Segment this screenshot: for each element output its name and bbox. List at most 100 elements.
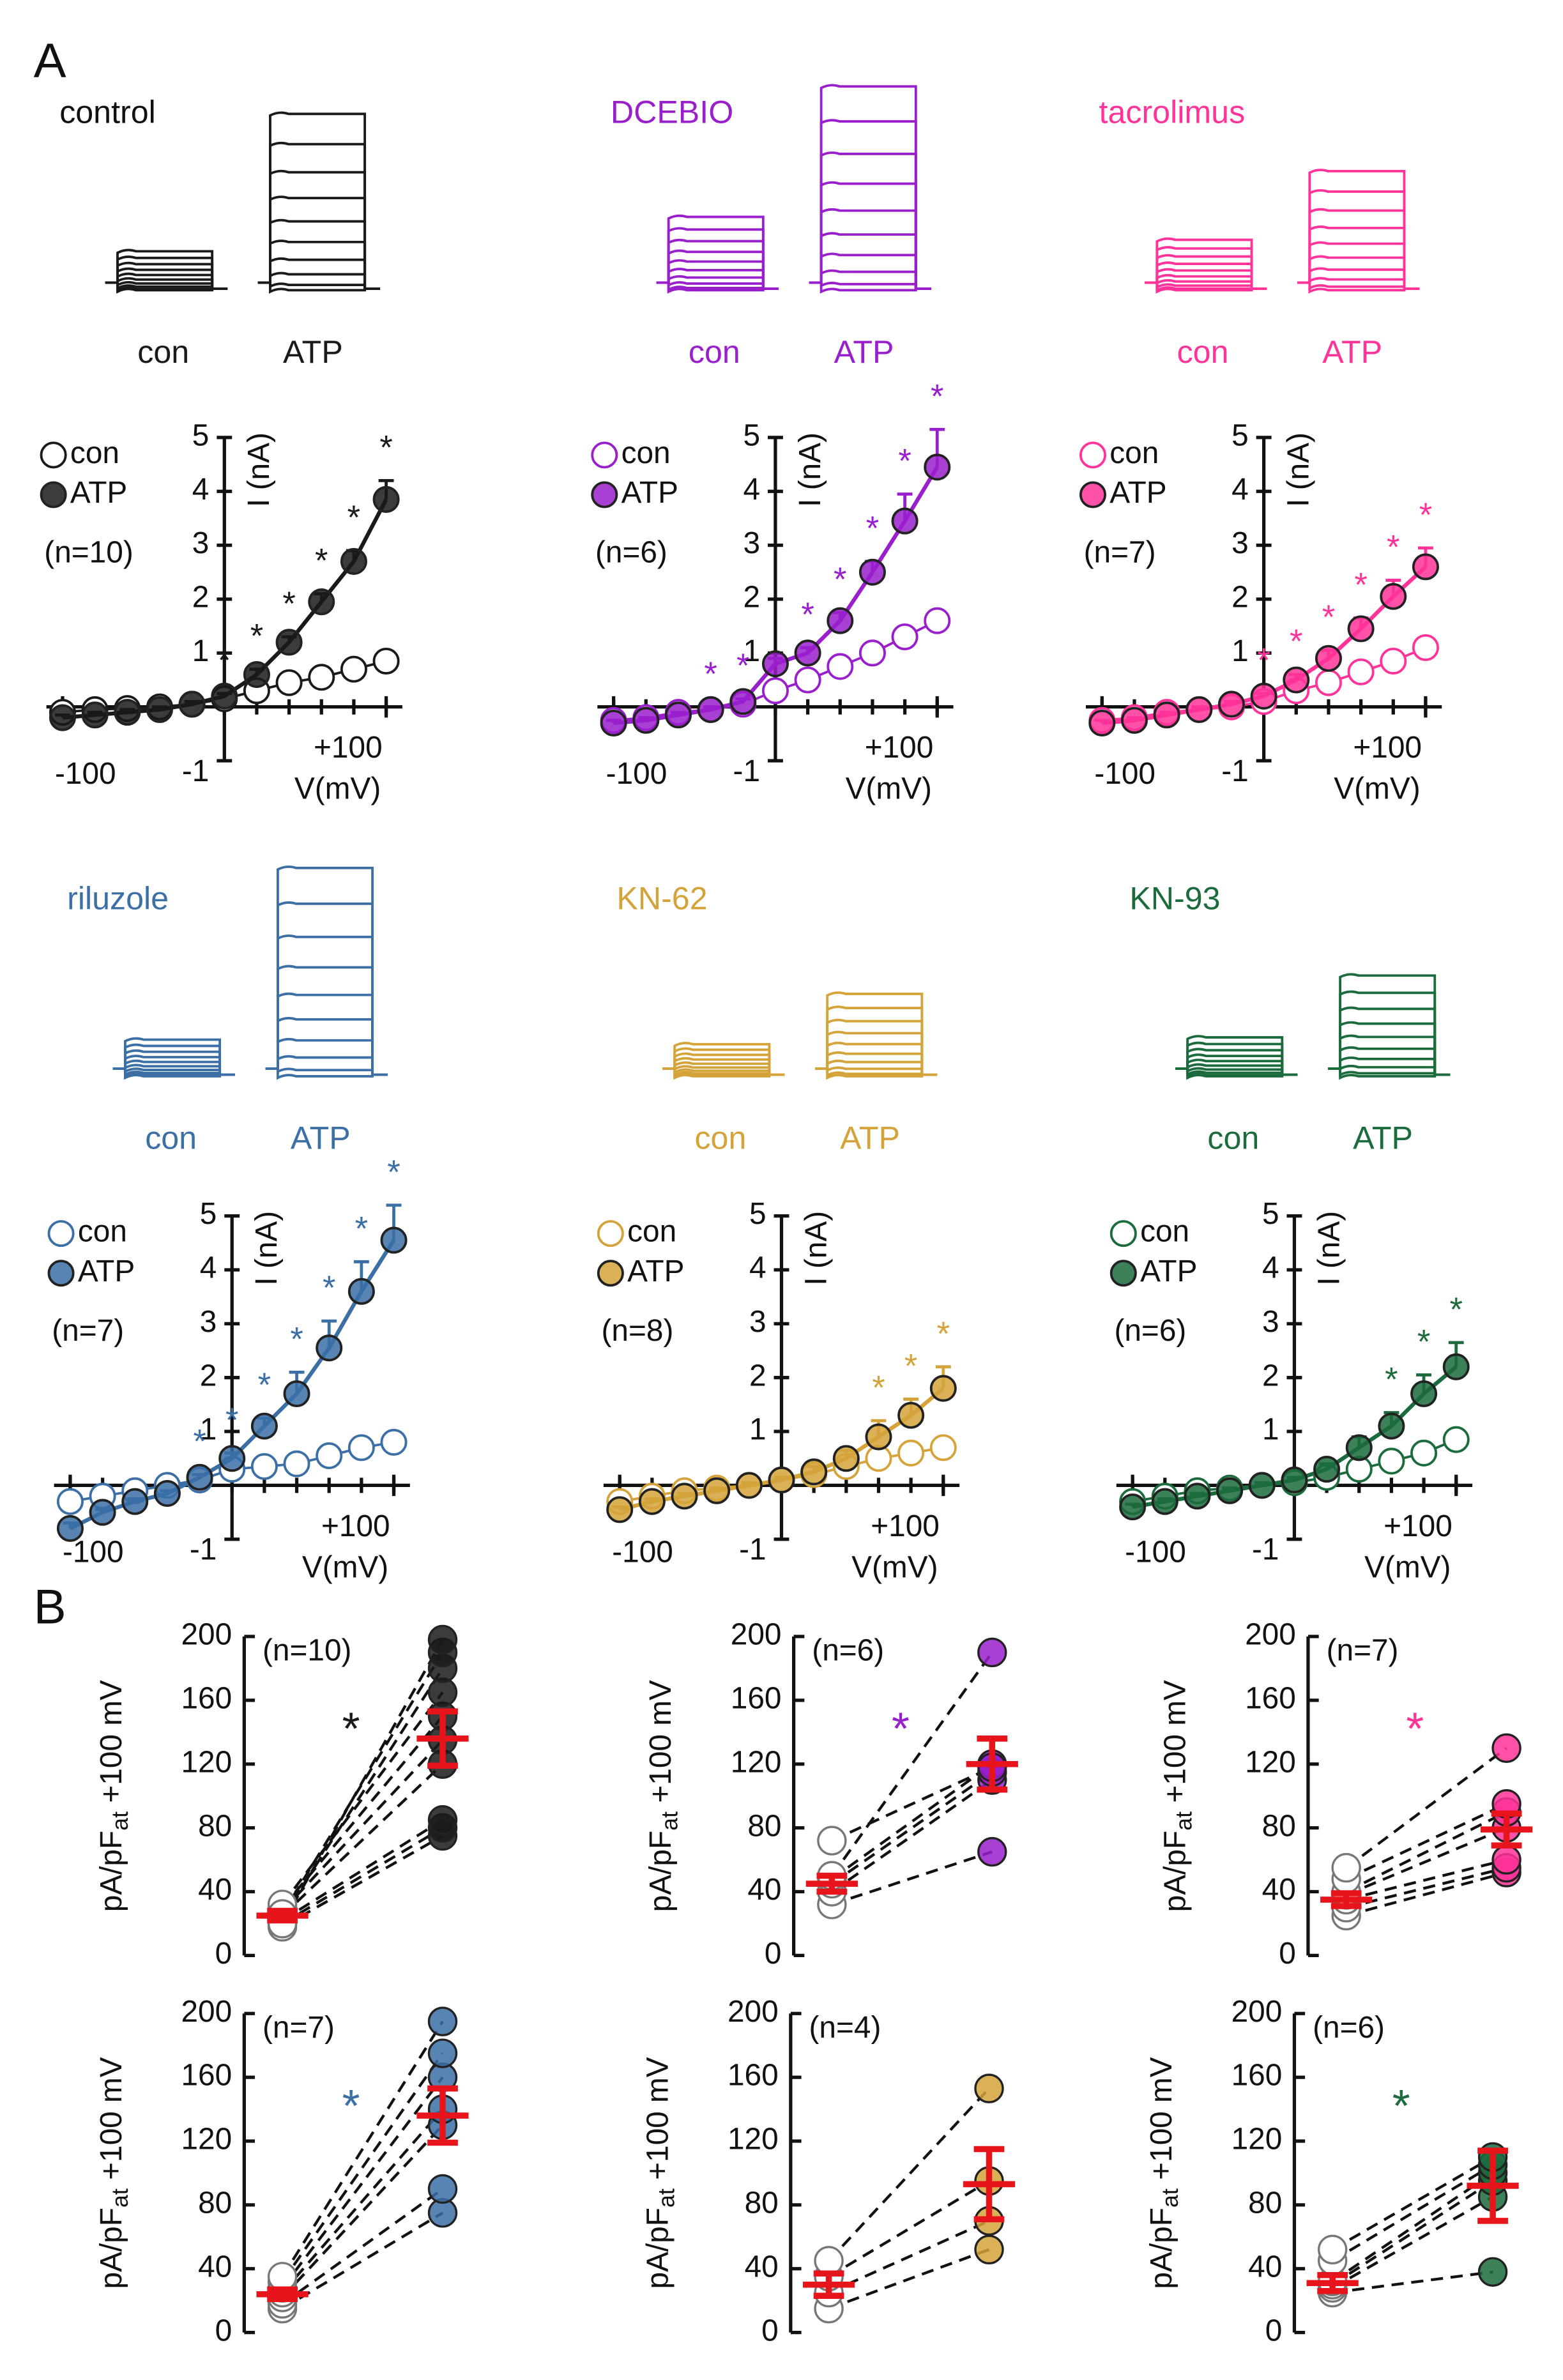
current-trace: [257, 240, 381, 290]
pair-line: [281, 1691, 444, 1905]
n-label: (n=7): [263, 2011, 335, 2045]
current-trace: [1327, 1034, 1451, 1076]
trace-label: ATP: [291, 1120, 351, 1156]
data-point: [283, 1450, 310, 1477]
y-label-tail: +100 mV: [641, 2057, 675, 2188]
y-axis-label: pA/pFat +100 mV: [1145, 2057, 1184, 2289]
data-point: [186, 1463, 213, 1491]
pair-line: [831, 1850, 993, 1906]
data-point: [1317, 2234, 1348, 2264]
significance-star: *: [218, 642, 231, 680]
y-tick-label: 200: [731, 1618, 782, 1652]
pair-line: [1331, 2179, 1494, 2286]
y-tick-label: 5: [200, 1197, 217, 1231]
data-point: [1347, 658, 1375, 685]
pair-line: [281, 1739, 444, 1912]
y-label-tail: +100 mV: [1158, 1680, 1192, 1812]
data-point: [817, 1826, 847, 1856]
data-point: [1347, 615, 1375, 643]
data-point: [1491, 1845, 1521, 1875]
pair-line: [831, 1771, 993, 1885]
data-point: [768, 1466, 795, 1493]
current-trace: [809, 84, 931, 290]
current-trace: [1327, 990, 1451, 1076]
data-point: [664, 701, 692, 729]
y-label-sub: at: [654, 2188, 680, 2208]
data-point: [1281, 1466, 1308, 1493]
y-axis-label: pA/pFat +100 mV: [94, 2057, 133, 2289]
pair-line: [281, 1638, 444, 1925]
data-point: [827, 607, 854, 634]
data-point: [800, 1458, 828, 1486]
current-trace: [265, 1067, 388, 1080]
data-point: [1491, 1733, 1521, 1763]
significance-star: *: [250, 618, 263, 655]
data-point: [761, 650, 789, 678]
significance-star: *: [898, 443, 911, 480]
y-tick-label: 120: [181, 2123, 232, 2156]
data-point: [347, 1434, 375, 1461]
current-trace: [1175, 1067, 1298, 1076]
data-point: [1186, 696, 1213, 723]
y-tick-label: 40: [1262, 1873, 1296, 1907]
significance-star: *: [1392, 2080, 1410, 2132]
data-point: [794, 666, 821, 694]
pair-line: [1345, 1826, 1507, 1896]
current-trace: [809, 208, 931, 290]
pair-line: [828, 2219, 990, 2294]
x-tick-label: -100: [612, 1536, 673, 1569]
y-label-sub: at: [108, 1812, 133, 1831]
y-tick-label: 1: [200, 1413, 217, 1447]
current-trace: [809, 119, 931, 290]
y-label-tail: +100 mV: [1145, 2057, 1178, 2188]
paired-chart: 0 40 80 120 160 200 pA/pFat +100 mV (n=10) *: [94, 1618, 469, 1971]
y-tick-label: 160: [1245, 1681, 1296, 1715]
iv-chart: KN-93 con ATP -1 1 2 3 4 5 -100 +100 V(mV) I (nA) con…: [1109, 880, 1473, 1584]
trace-label: ATP: [1353, 1120, 1413, 1156]
pair-line: [830, 1651, 994, 1877]
paired-chart: 0 40 80 120 160 200 pA/pFat +100 mV (n=7) *: [94, 1995, 469, 2347]
y-label-tail: +100 mV: [94, 2057, 128, 2188]
data-point: [49, 704, 77, 731]
pair-line: [1346, 1871, 1507, 1918]
data-point: [178, 690, 206, 718]
y-label-sub: at: [108, 2188, 133, 2208]
current-trace: [1145, 281, 1267, 293]
significance-star: *: [866, 510, 879, 547]
data-point: [974, 2073, 1004, 2103]
data-point: [1250, 682, 1277, 710]
data-point: [929, 1434, 957, 1461]
data-point: [897, 1401, 925, 1429]
chart-title: KN-93: [1129, 880, 1220, 916]
y-tick-label: 120: [1231, 2123, 1283, 2156]
mean-sem: [805, 1872, 858, 1895]
y-tick-label: 4: [743, 473, 760, 507]
chart-title: control: [59, 95, 156, 130]
y-tick-label: 2: [1231, 581, 1249, 614]
data-point: [827, 653, 854, 680]
n-label: (n=6): [1313, 2011, 1385, 2045]
y-tick-label: 40: [1248, 2250, 1282, 2284]
data-point: [697, 696, 724, 723]
significance-star: *: [387, 1154, 400, 1191]
mean-sem: [1306, 2271, 1359, 2294]
current-trace: [809, 281, 931, 290]
y-tick-label: -1: [190, 1532, 217, 1566]
y-tick-label: -1: [733, 754, 761, 788]
current-trace: [815, 1051, 938, 1076]
current-trace: [656, 281, 779, 290]
x-tick-label: -100: [55, 757, 116, 791]
significance-star: *: [315, 542, 328, 580]
pair-line: [1332, 2195, 1494, 2289]
y-tick-label: 0: [1265, 2314, 1283, 2347]
y-tick-label: 1: [749, 1413, 766, 1447]
data-point: [56, 1514, 84, 1542]
paired-chart: 0 40 80 120 160 200 pA/pFat +100 mV (n=6) *: [1145, 1995, 1519, 2347]
data-point: [1283, 666, 1310, 694]
pair-line: [1346, 1858, 1507, 1902]
x-tick-label: +100: [321, 1509, 390, 1543]
mean-sem: [256, 2286, 309, 2303]
data-point: [632, 706, 660, 734]
current-trace: [1297, 255, 1420, 290]
y-tick-label: 0: [765, 1937, 782, 1971]
